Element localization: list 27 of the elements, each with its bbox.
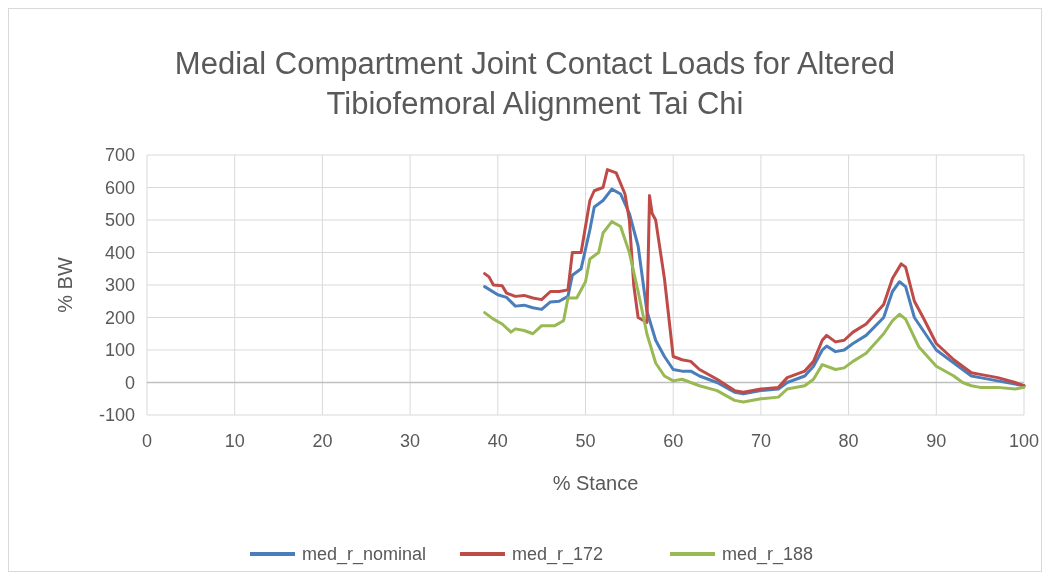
legend-label: med_r_172: [512, 544, 604, 566]
x-tick-label: 30: [400, 431, 421, 451]
x-tick-label: 100: [1008, 431, 1040, 451]
line-series: [483, 220, 1026, 404]
y-tick-label: 600: [104, 177, 135, 198]
x-tick-label: 40: [487, 431, 508, 451]
x-tick-label: 20: [312, 431, 333, 451]
y-tick-label: 700: [104, 145, 135, 166]
y-tick-label: 300: [104, 275, 135, 296]
x-tick-label: 0: [141, 431, 153, 451]
y-tick-label: 0: [124, 372, 135, 393]
x-axis-title: % Stance: [552, 472, 639, 494]
y-tick-label: 100: [104, 340, 135, 361]
legend-label: med_r_nominal: [302, 544, 427, 566]
y-tick-label: -100: [98, 405, 135, 426]
y-tick-label: 400: [104, 242, 135, 263]
y-axis-title: % BW: [54, 257, 76, 313]
x-tick-label: 60: [663, 431, 684, 451]
y-tick-label: 200: [104, 307, 135, 328]
x-tick-label: 50: [575, 431, 596, 451]
x-tick-label: 90: [926, 431, 947, 451]
chart-title: Medial Compartment Joint Contact Loads for Altered Tibiofemoral Alignment Tai Chi: [174, 46, 896, 121]
y-tick-label: 500: [104, 210, 135, 231]
x-tick-label: 70: [750, 431, 771, 451]
x-tick-label: 10: [224, 431, 245, 451]
legend-label: med_r_188: [722, 544, 814, 566]
x-tick-label: 80: [838, 431, 859, 451]
